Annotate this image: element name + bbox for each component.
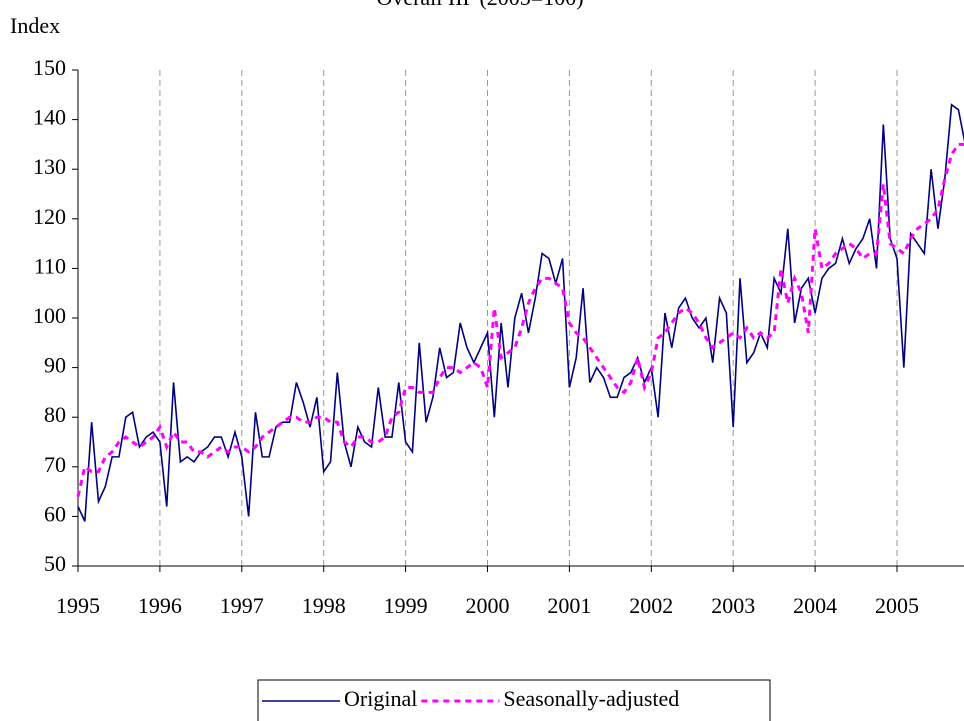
series-line bbox=[77, 103, 964, 522]
y-tick-label: 130 bbox=[33, 154, 66, 179]
x-tick-label: 2003 bbox=[711, 593, 755, 618]
y-tick-label: 80 bbox=[44, 402, 66, 427]
y-tick-label: 50 bbox=[44, 551, 66, 576]
y-tick-label: 150 bbox=[33, 55, 66, 80]
x-tick-label: 1999 bbox=[384, 593, 428, 618]
y-axis-label: Index bbox=[10, 13, 60, 38]
x-tick-label: 2005 bbox=[875, 593, 919, 618]
x-tick-label: 1997 bbox=[220, 593, 264, 618]
legend-label: Original bbox=[344, 686, 417, 711]
legend-box bbox=[257, 679, 771, 721]
y-tick-label: 60 bbox=[44, 501, 66, 526]
chart-title: Overall IIP (2005=100) bbox=[376, 0, 583, 10]
x-tick-label: 1996 bbox=[138, 593, 182, 618]
y-tick-label: 120 bbox=[33, 204, 66, 229]
y-tick-label: 100 bbox=[33, 303, 66, 328]
x-tick-label: 1998 bbox=[302, 593, 346, 618]
y-tick-label: 90 bbox=[44, 353, 66, 378]
x-tick-label: 2001 bbox=[547, 593, 591, 618]
x-tick-label: 2002 bbox=[629, 593, 673, 618]
x-tick-label: 2000 bbox=[466, 593, 510, 618]
x-tick-label: 2004 bbox=[793, 593, 837, 618]
legend-label: Seasonally-adjusted bbox=[503, 686, 679, 711]
y-tick-label: 70 bbox=[44, 452, 66, 477]
series-line bbox=[76, 142, 964, 497]
y-tick-label: 140 bbox=[33, 105, 66, 130]
y-tick-label: 110 bbox=[34, 253, 66, 278]
x-tick-label: 1995 bbox=[56, 593, 100, 618]
